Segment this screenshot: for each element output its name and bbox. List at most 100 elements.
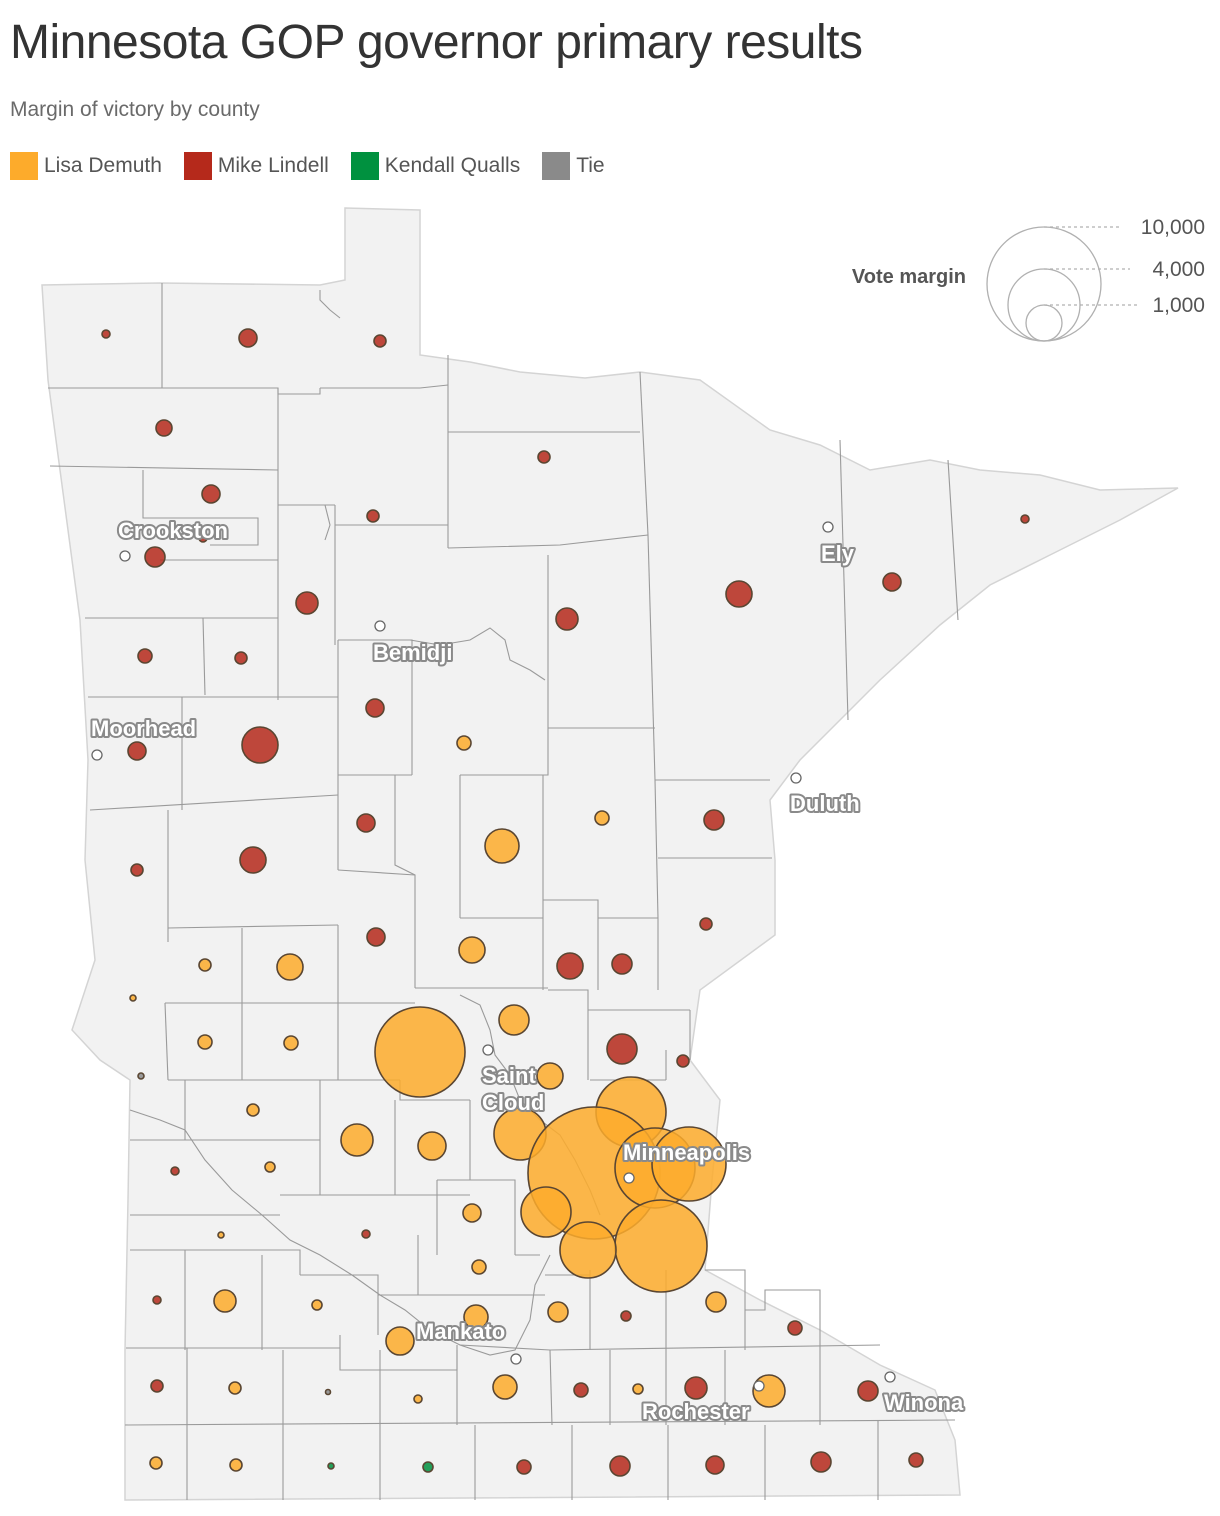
county-bubble[interactable] (417, 1131, 447, 1161)
county-bubble[interactable] (238, 328, 258, 348)
county-bubble[interactable] (606, 1033, 638, 1065)
county-bubble[interactable] (594, 810, 610, 826)
county-bubble[interactable] (609, 1455, 631, 1477)
county-bubble[interactable] (197, 1034, 213, 1050)
county-bubble[interactable] (198, 958, 212, 972)
county-bubble[interactable] (137, 648, 153, 664)
county-bubble[interactable] (882, 572, 902, 592)
county-bubble[interactable] (101, 329, 111, 339)
county-bubble[interactable] (246, 1103, 260, 1117)
county-bubble[interactable] (283, 1035, 299, 1051)
county-bubble[interactable] (228, 1381, 242, 1395)
legend-swatch-demuth (10, 152, 38, 180)
county-bubble[interactable] (614, 1199, 708, 1293)
size-legend-title: Vote margin (852, 266, 966, 288)
city-label-moorhead: Moorhead (91, 716, 196, 741)
county-bubble[interactable] (705, 1291, 727, 1313)
county-bubble[interactable] (201, 484, 221, 504)
size-legend-label-4000: 4,000 (1152, 258, 1205, 281)
county-bubble[interactable] (276, 953, 304, 981)
county-bubble[interactable] (229, 1458, 243, 1472)
county-bubble[interactable] (705, 1455, 725, 1475)
county-bubble[interactable] (385, 1326, 415, 1356)
county-bubble[interactable] (498, 1004, 530, 1036)
legend-item-lindell: Mike Lindell (183, 152, 329, 180)
county-bubble[interactable] (703, 809, 725, 831)
county-bubble[interactable] (170, 1166, 180, 1176)
county-bubble[interactable] (327, 1462, 335, 1470)
county-bubble[interactable] (295, 591, 319, 615)
county-bubble[interactable] (651, 1126, 727, 1202)
county-bubble[interactable] (458, 936, 486, 964)
city-dot-duluth (790, 772, 802, 784)
county-bubble[interactable] (198, 533, 208, 543)
county-bubble[interactable] (463, 1304, 489, 1330)
county-bubble[interactable] (611, 953, 633, 975)
county-bubble[interactable] (573, 1382, 589, 1398)
county-bubble[interactable] (422, 1461, 434, 1473)
city-label-saint-cloud: Saint Cloud (482, 1063, 544, 1115)
county-bubble[interactable] (234, 651, 248, 665)
county-bubble[interactable] (810, 1451, 832, 1473)
county-bubble[interactable] (462, 1203, 482, 1223)
county-bubble[interactable] (365, 698, 385, 718)
county-bubble[interactable] (217, 1231, 225, 1239)
county-bubble[interactable] (456, 735, 472, 751)
county-bubble[interactable] (1020, 514, 1030, 524)
county-bubble[interactable] (492, 1374, 518, 1400)
county-bubble[interactable] (149, 1456, 163, 1470)
county-bubble[interactable] (311, 1299, 323, 1311)
county-bubble[interactable] (366, 927, 386, 947)
county-bubble[interactable] (537, 450, 551, 464)
city-label-mankato: Mankato (416, 1319, 505, 1344)
county-bubble[interactable] (356, 813, 376, 833)
county-bubble[interactable] (547, 1301, 569, 1323)
county-bubble[interactable] (413, 1394, 423, 1404)
county-bubble[interactable] (324, 1388, 332, 1396)
county-bubble[interactable] (150, 1379, 164, 1393)
county-bubble[interactable] (340, 1123, 374, 1157)
county-bubble[interactable] (130, 863, 144, 877)
legend-item-tie: Tie (542, 152, 605, 180)
county-bubble[interactable] (559, 1221, 617, 1279)
county-bubble[interactable] (556, 952, 584, 980)
county-bubble[interactable] (129, 994, 137, 1002)
county-bubble[interactable] (152, 1295, 162, 1305)
county-bubble[interactable] (787, 1320, 803, 1336)
city-dot-mankato (510, 1353, 522, 1365)
county-bubble[interactable] (239, 846, 267, 874)
county-bubble[interactable] (536, 1062, 564, 1090)
county-bubble[interactable] (144, 546, 166, 568)
legend-label-lindell: Mike Lindell (217, 154, 329, 177)
county-bubble[interactable] (632, 1383, 644, 1395)
county-bubble[interactable] (699, 917, 713, 931)
county-bubble[interactable] (555, 607, 579, 631)
size-legend-circle-1000 (1025, 304, 1063, 342)
county-bubble[interactable] (127, 741, 147, 761)
county-bubble[interactable] (725, 580, 753, 608)
county-bubble[interactable] (137, 1072, 145, 1080)
county-bubble[interactable] (684, 1376, 708, 1400)
county-bubble[interactable] (484, 828, 520, 864)
legend-item-demuth: Lisa Demuth (10, 152, 162, 180)
county-bubble[interactable] (373, 334, 387, 348)
legend-label-tie: Tie (576, 154, 605, 177)
county-bubble[interactable] (857, 1380, 879, 1402)
county-bubble[interactable] (241, 726, 279, 764)
county-bubble[interactable] (213, 1289, 237, 1313)
county-bubble[interactable] (471, 1259, 487, 1275)
county-bubble[interactable] (520, 1186, 572, 1238)
city-label-minneapolis: Minneapolis (623, 1140, 750, 1165)
county-bubble[interactable] (155, 419, 173, 437)
county-bubble[interactable] (264, 1161, 276, 1173)
color-legend: Lisa Demuth Mike Lindell Kendall Qualls … (10, 152, 627, 180)
county-bubble[interactable] (361, 1229, 371, 1239)
county-bubble[interactable] (620, 1310, 632, 1322)
city-dot-winona (884, 1371, 896, 1383)
county-bubble[interactable] (516, 1459, 532, 1475)
county-bubble[interactable] (908, 1452, 924, 1468)
county-bubble[interactable] (374, 1006, 466, 1098)
county-bubble[interactable] (366, 509, 380, 523)
county-bubble[interactable] (676, 1054, 690, 1068)
